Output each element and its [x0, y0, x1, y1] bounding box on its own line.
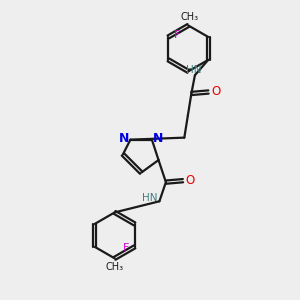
Text: O: O [211, 85, 220, 98]
Text: CH₃: CH₃ [106, 262, 124, 272]
Text: HN: HN [142, 193, 158, 203]
Text: O: O [186, 174, 195, 187]
Text: F: F [122, 243, 129, 253]
Text: N: N [153, 132, 164, 145]
Text: N: N [119, 132, 129, 145]
Text: F: F [174, 31, 180, 40]
Text: CH₃: CH₃ [180, 12, 198, 22]
Text: HN: HN [186, 65, 201, 75]
